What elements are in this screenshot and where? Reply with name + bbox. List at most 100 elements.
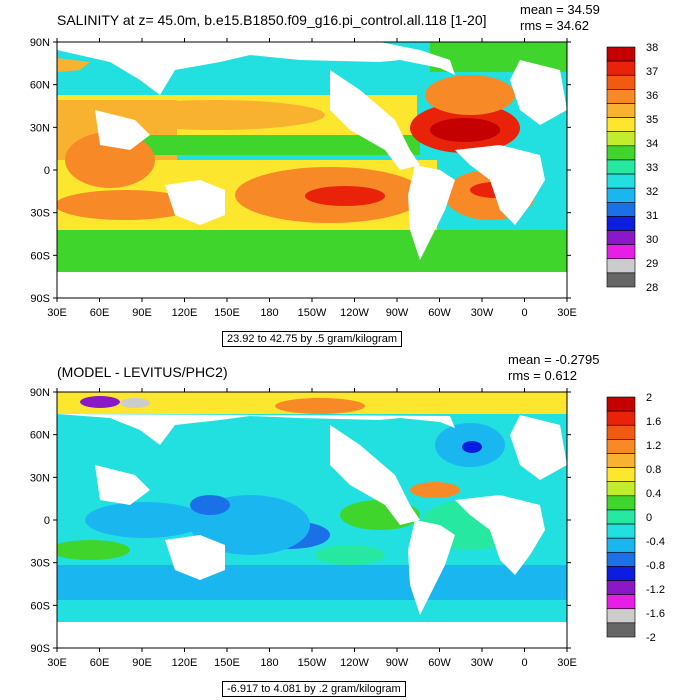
lon-label: 150W	[298, 657, 327, 669]
colorbar-swatch	[606, 46, 636, 62]
landmass-africa	[455, 495, 545, 575]
colorbar-swatch	[606, 145, 636, 161]
colorbar-label: 0	[646, 512, 652, 524]
colorbar-swatch	[606, 523, 636, 539]
difference-map: 90N 60N 30N 0 30S 60S 90S 30E 60E 90E 120E 150E 180 1…	[30, 387, 577, 669]
lat-label: 0	[44, 515, 50, 527]
lon-label: 120W	[340, 307, 369, 319]
colorbar-label: 37	[646, 66, 658, 78]
landmass-north-america	[330, 70, 420, 170]
colorbar-swatch	[606, 622, 636, 638]
landmass-south-america	[408, 520, 455, 615]
colorbar-label: 1.6	[646, 416, 661, 428]
colorbar-swatch	[606, 551, 636, 567]
lon-label: 150W	[298, 307, 327, 319]
colorbar-swatch	[606, 495, 636, 511]
landmass-australia	[165, 535, 225, 580]
lat-label: 90N	[30, 37, 50, 49]
lon-label: 150E	[214, 307, 240, 319]
colorbar-swatch	[606, 74, 636, 90]
difference-field	[57, 392, 567, 648]
landmass-asia-south	[95, 110, 150, 150]
landmass-antarctica	[57, 622, 567, 648]
landmass-north-america	[330, 425, 420, 525]
axis-ticks: 90N 60N 30N 0 30S 60S 90S 30E 60E 90E 120E 150E 180 1…	[30, 37, 577, 319]
lon-label: 90W	[386, 307, 409, 319]
lon-label: 90E	[132, 307, 152, 319]
lon-label: 90W	[386, 657, 409, 669]
lat-label: 30N	[30, 122, 50, 134]
lon-label: 150E	[214, 657, 240, 669]
colorbar-swatch	[606, 566, 636, 581]
colorbar-label: 1.2	[646, 440, 661, 452]
landmass-antarctica	[57, 275, 567, 298]
lon-label: 120E	[172, 307, 198, 319]
landmass-europe	[510, 415, 567, 480]
colorbar-swatch	[606, 537, 636, 553]
colorbar-label: 29	[646, 258, 658, 270]
lon-label: 0	[521, 657, 527, 669]
colorbar-label: -0.4	[646, 536, 665, 548]
contour-range-label: -6.917 to 4.081 by .2 gram/kilogram	[222, 681, 406, 697]
lat-label: 60S	[30, 600, 50, 612]
lon-label: 60W	[428, 307, 451, 319]
colorbar-swatch	[606, 230, 636, 245]
landmass-south-america	[408, 165, 455, 260]
lon-label: 120W	[340, 657, 369, 669]
colorbar-label: 35	[646, 114, 658, 126]
lat-label: 90S	[30, 643, 50, 655]
colorbar-swatch	[606, 216, 636, 231]
lon-label: 120E	[172, 657, 198, 669]
lat-label: 60S	[30, 250, 50, 262]
colorbar-swatch	[606, 89, 636, 104]
colorbar-swatch	[606, 481, 636, 497]
lon-label: 30W	[471, 657, 494, 669]
lat-label: 60N	[30, 80, 50, 92]
colorbar-swatch	[606, 396, 636, 412]
colorbar-label: -1.2	[646, 584, 665, 596]
colorbar-label: 32	[646, 186, 658, 198]
lon-label: 30E	[557, 657, 577, 669]
lon-label: 30W	[471, 307, 494, 319]
lon-label: 60W	[428, 657, 451, 669]
colorbar-swatch	[606, 159, 636, 175]
salinity-colorbar: 38 37 36 35 34 33 32 31 30 29 28	[606, 42, 658, 294]
lon-label: 180	[260, 657, 278, 669]
lat-label: 30N	[30, 472, 50, 484]
rms-value: rms = 34.62	[520, 18, 590, 33]
lat-label: 30S	[30, 558, 50, 570]
lat-label: 30S	[30, 208, 50, 220]
landmass-africa	[455, 145, 545, 225]
colorbar-swatch	[606, 244, 636, 260]
colorbar-label: 33	[646, 162, 658, 174]
colorbar-swatch	[606, 258, 636, 274]
colorbar-swatch	[606, 60, 636, 76]
colorbar-swatch	[606, 187, 636, 203]
salinity-map: 90N 60N 30N 0 30S 60S 90S 30E 60E 90E 120E 150E 180 1…	[30, 37, 577, 319]
colorbar-swatch	[606, 580, 636, 595]
colorbar-label: 30	[646, 234, 658, 246]
landmass-europe	[510, 60, 567, 125]
colorbar-label: 31	[646, 210, 658, 222]
colorbar-swatch	[606, 131, 636, 147]
landmass-australia	[165, 180, 225, 225]
rms-value: rms = 0.612	[508, 368, 578, 383]
colorbar-swatch	[606, 173, 636, 189]
lat-label: 90N	[30, 387, 50, 399]
salinity-field	[57, 42, 567, 298]
lat-label: 0	[44, 165, 50, 177]
difference-panel: (MODEL - LEVITUS/PHC2) mean = -0.2795 rm…	[0, 350, 700, 700]
panel-title: SALINITY at z= 45.0m, b.e15.B1850.f09_g1…	[57, 12, 487, 28]
colorbar-swatch	[606, 608, 636, 624]
colorbar-label: 36	[646, 90, 658, 102]
lon-label: 180	[260, 307, 278, 319]
colorbar-label: 0.4	[646, 488, 661, 500]
colorbar-swatch	[606, 103, 636, 118]
mean-value: mean = -0.2795	[508, 352, 600, 367]
axis-ticks: 90N 60N 30N 0 30S 60S 90S 30E 60E 90E 120E 150E 180 1…	[30, 387, 577, 669]
lon-label: 30E	[47, 657, 67, 669]
colorbar-swatch	[606, 439, 636, 454]
lon-label: 90E	[132, 657, 152, 669]
colorbar-swatches	[606, 396, 636, 638]
lon-label: 30E	[47, 307, 67, 319]
